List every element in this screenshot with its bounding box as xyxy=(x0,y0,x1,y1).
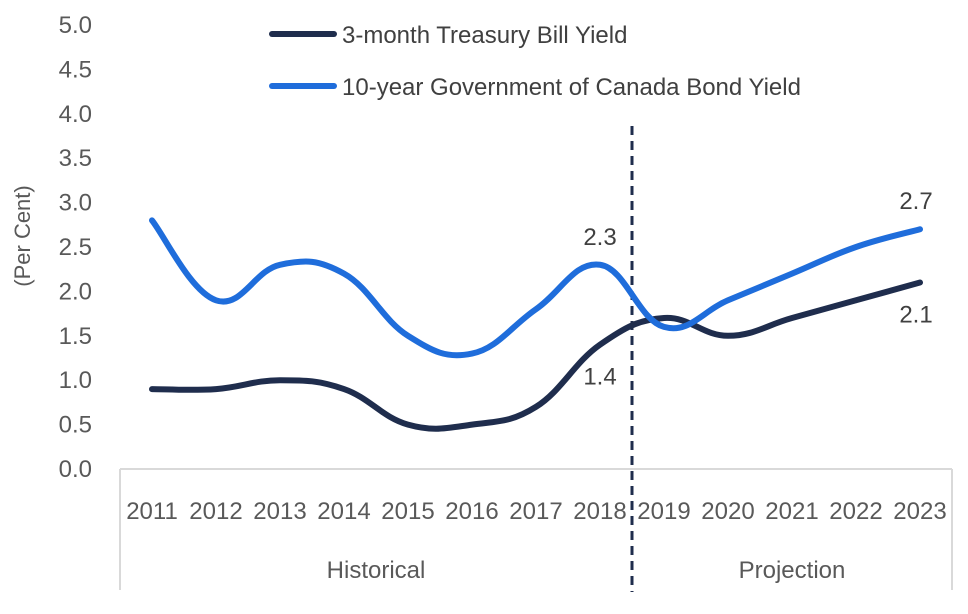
y-tick-label: 1.0 xyxy=(59,367,92,394)
axes xyxy=(119,126,953,592)
x-tick-label: 2013 xyxy=(253,498,306,525)
data-label: 2.7 xyxy=(899,188,932,215)
legend-label-0: 3-month Treasury Bill Yield xyxy=(342,22,627,49)
x-tick-label: 2015 xyxy=(381,498,434,525)
x-tick-label: 2017 xyxy=(509,498,562,525)
data-labels: 2.3 1.4 2.7 2.1 xyxy=(583,188,932,390)
group-label-historical: Historical xyxy=(327,557,426,584)
series-lines xyxy=(149,217,923,432)
x-tick-label: 2022 xyxy=(829,498,882,525)
y-tick-label: 5.0 xyxy=(59,12,92,39)
x-tick-label: 2021 xyxy=(765,498,818,525)
category-axis: 2011 2012 2013 2014 2015 2016 2017 2018 2019 2020… xyxy=(126,498,947,584)
y-axis-ticks: 0.0 0.5 1.0 1.5 2.0 2.5 3.0 3.5 4.0 4.5 5.0 xyxy=(59,12,92,483)
y-tick-label: 1.5 xyxy=(59,323,92,350)
data-label: 2.3 xyxy=(583,224,616,251)
x-tick-label: 2011 xyxy=(126,498,178,525)
x-tick-label: 2019 xyxy=(637,498,690,525)
data-label: 2.1 xyxy=(899,302,932,329)
y-tick-label: 4.0 xyxy=(59,101,92,128)
x-tick-label: 2012 xyxy=(189,498,242,525)
y-tick-label: 3.0 xyxy=(59,190,92,217)
y-tick-label: 0.5 xyxy=(59,412,92,439)
legend-label-1: 10-year Government of Canada Bond Yield xyxy=(342,74,801,101)
x-tick-label: 2023 xyxy=(893,498,946,525)
x-tick-label: 2018 xyxy=(573,498,626,525)
y-tick-label: 2.5 xyxy=(59,234,92,261)
y-tick-label: 2.0 xyxy=(59,278,92,305)
y-tick-label: 4.5 xyxy=(59,56,92,83)
data-label: 1.4 xyxy=(583,364,616,391)
x-tick-label: 2020 xyxy=(701,498,754,525)
x-tick-label: 2014 xyxy=(317,498,370,525)
series-line-0 xyxy=(149,279,923,432)
y-tick-label: 3.5 xyxy=(59,145,92,172)
y-axis-title: (Per Cent) xyxy=(10,185,35,286)
series-line-1 xyxy=(149,217,923,359)
x-tick-label: 2016 xyxy=(445,498,498,525)
legend: 3-month Treasury Bill Yield 10-year Gover… xyxy=(269,22,801,101)
group-label-projection: Projection xyxy=(739,557,846,584)
y-tick-label: 0.0 xyxy=(59,456,92,483)
